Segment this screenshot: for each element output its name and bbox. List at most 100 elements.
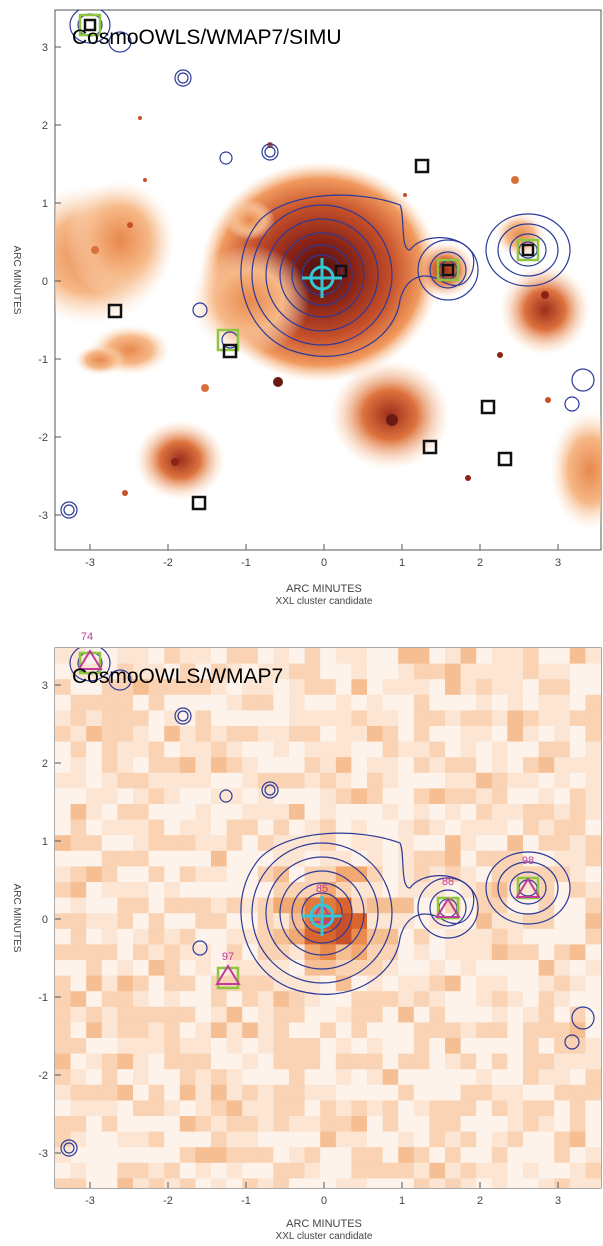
pixel-cell	[320, 757, 337, 774]
pixel-cell	[476, 726, 493, 743]
pixel-cell	[164, 897, 181, 914]
pixel-cell	[382, 757, 399, 774]
pixel-cell	[195, 772, 212, 789]
pixel-cell	[226, 882, 243, 899]
pixel-cell	[211, 1178, 228, 1188]
pixel-cell	[55, 850, 72, 867]
pixel-cell	[476, 1053, 493, 1070]
pixel-cell	[367, 1178, 384, 1188]
pixel-cell	[569, 1100, 586, 1117]
pixel-cell	[554, 928, 571, 945]
pixel-cell	[242, 1053, 259, 1070]
x-tick-label: 2	[477, 1195, 483, 1207]
pixel-cell	[367, 1116, 384, 1133]
pixel-cell	[507, 960, 524, 977]
pixel-cell	[148, 1178, 165, 1188]
pixel-cell	[164, 648, 181, 665]
pixel-cell	[460, 1053, 477, 1070]
pixel-cell	[429, 991, 446, 1008]
pixel-cell	[476, 804, 493, 821]
x-tick-label: 0	[321, 1195, 327, 1207]
annotation-label: 97	[222, 951, 234, 963]
pixel-cell	[507, 804, 524, 821]
pixel-cell	[211, 1147, 228, 1164]
pixel-cell	[289, 882, 306, 899]
pixel-cell	[445, 1022, 462, 1039]
pixel-cell	[117, 1178, 134, 1188]
pixel-cell	[164, 1053, 181, 1070]
pixel-cell	[413, 1116, 430, 1133]
pixel-cell	[211, 1100, 228, 1117]
pixel-cell	[117, 1006, 134, 1023]
pixel-cell	[133, 1116, 150, 1133]
pixel-cell	[133, 1006, 150, 1023]
pixel-cell	[86, 928, 103, 945]
pixel-cell	[335, 975, 352, 992]
pixel-cell	[382, 1053, 399, 1070]
pixel-cell	[148, 928, 165, 945]
pixel-cell	[476, 1178, 493, 1188]
pixel-cell	[242, 944, 259, 961]
pixel-cell	[460, 882, 477, 899]
pixel-cell	[445, 835, 462, 852]
pixel-cell	[289, 913, 306, 930]
pixel-cell	[195, 1162, 212, 1179]
pixel-cell	[164, 1006, 181, 1023]
pixel-cell	[133, 741, 150, 758]
pixel-cell	[226, 1131, 243, 1148]
pixel-cell	[117, 882, 134, 899]
pixel-cell	[226, 804, 243, 821]
y-tick-label: -1	[38, 354, 48, 366]
pixel-cell	[133, 991, 150, 1008]
pixel-cell	[164, 882, 181, 899]
pixel-cell	[117, 1116, 134, 1133]
pixel-cell	[367, 991, 384, 1008]
pixel-cell	[367, 913, 384, 930]
pixel-cell	[101, 772, 118, 789]
pixel-cell	[507, 726, 524, 743]
pixel-cell	[164, 1178, 181, 1188]
pixel-cell	[491, 663, 508, 680]
pixel-cell	[335, 991, 352, 1008]
pixel-cell	[211, 897, 228, 914]
pixel-cell	[445, 991, 462, 1008]
annotation-label: 88	[442, 876, 454, 888]
pixel-cell	[304, 1053, 321, 1070]
pixel-cell	[55, 1100, 72, 1117]
pixel-cell	[101, 1084, 118, 1101]
pixel-cell	[382, 1100, 399, 1117]
pixel-cell	[55, 819, 72, 836]
pixel-cell	[320, 960, 337, 977]
pixel-cell	[70, 1053, 87, 1070]
pixel-cell	[507, 866, 524, 883]
pixel-cell	[257, 991, 274, 1008]
pixel-cell	[429, 1178, 446, 1188]
pixel-cell	[70, 679, 87, 696]
pixel-cell	[148, 741, 165, 758]
pixel-cell	[429, 710, 446, 727]
pixel-cell	[164, 975, 181, 992]
pixel-cell	[242, 991, 259, 1008]
pixel-cell	[507, 757, 524, 774]
pixel-cell	[351, 1022, 368, 1039]
pixel-cell	[382, 960, 399, 977]
pixel-cell	[445, 1084, 462, 1101]
y-tick-label: 0	[42, 914, 48, 926]
pixel-cell	[70, 913, 87, 930]
pixel-cell	[320, 804, 337, 821]
pixel-cell	[538, 1162, 555, 1179]
pixel-cell	[257, 1069, 274, 1086]
pixel-cell	[273, 1100, 290, 1117]
pixel-cell	[148, 1100, 165, 1117]
pixel-cell	[523, 757, 540, 774]
pixel-cell	[195, 897, 212, 914]
pixel-cell	[289, 897, 306, 914]
pixel-cell	[429, 772, 446, 789]
pixel-cell	[569, 679, 586, 696]
pixel-cell	[211, 991, 228, 1008]
pixel-cell	[304, 679, 321, 696]
pixel-cell	[507, 1038, 524, 1055]
x-tick-label: 3	[555, 1195, 561, 1207]
x-tick-label: 2	[477, 557, 483, 569]
pixel-cell	[335, 1162, 352, 1179]
